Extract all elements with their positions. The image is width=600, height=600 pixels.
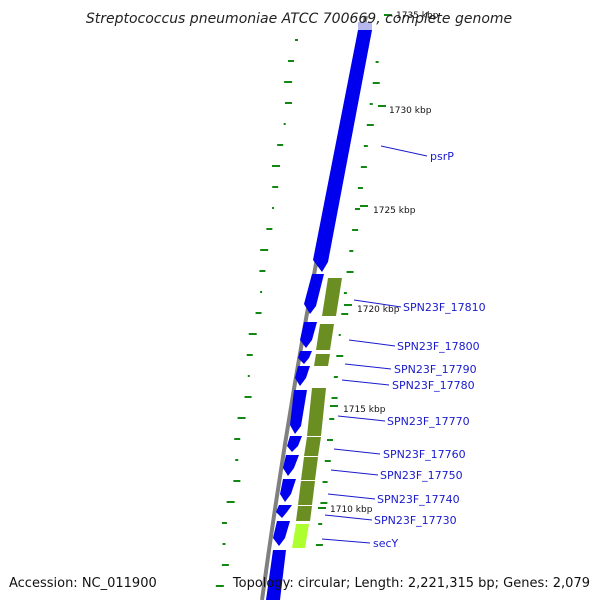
rcds-8[interactable]	[296, 506, 312, 521]
kbp-tick-label: 1735 kbp	[396, 11, 439, 21]
gene-leader-line	[321, 538, 371, 544]
gene-label-psrP[interactable]: psrP	[430, 150, 454, 163]
gene-label-spn23f-17730[interactable]: SPN23F_17730	[374, 514, 457, 527]
rcds-7[interactable]	[298, 481, 315, 505]
cds-psrP[interactable]	[313, 30, 372, 272]
kbp-tick-label: 1730 kbp	[389, 106, 432, 116]
gene-label-spn23f-17780[interactable]: SPN23F_17780	[392, 379, 475, 392]
kbp-scale: 1735 kbp 1730 kbp 1725 kbp 1720 kbp 1715…	[318, 11, 439, 515]
kbp-tick-label: 1720 kbp	[357, 305, 400, 315]
cds-spn23f-17810[interactable]	[304, 274, 324, 314]
gene-leader-line	[330, 469, 379, 476]
gene-leader-line	[344, 363, 392, 370]
forward-cds-track	[266, 22, 372, 600]
gene-leader-line	[348, 339, 396, 347]
cds-spn23f-17750[interactable]	[283, 455, 299, 476]
gene-leader-line	[337, 415, 386, 422]
gene-label-spn23f-17800[interactable]: SPN23F_17800	[397, 340, 480, 353]
gene-label-spn23f-17740[interactable]: SPN23F_17740	[377, 493, 460, 506]
map-title: Streptococcus pneumoniae ATCC 700669, co…	[86, 11, 512, 27]
genome-summary-text: Topology: circular; Length: 2,221,315 bp…	[232, 576, 590, 591]
gene-leader-line	[380, 145, 428, 157]
rcds-3[interactable]	[314, 354, 330, 366]
cds-spn23f-17730[interactable]	[276, 505, 292, 518]
gene-leader-line	[353, 299, 402, 308]
rcds-1[interactable]	[322, 278, 342, 316]
kbp-tick-label: 1715 kbp	[343, 405, 386, 415]
gene-label-spn23f-17790[interactable]: SPN23F_17790	[394, 363, 477, 376]
cds-spn23f-17780[interactable]	[295, 366, 310, 386]
gene-label-spn23f-17770[interactable]: SPN23F_17770	[387, 415, 470, 428]
gene-label-spn23f-17750[interactable]: SPN23F_17750	[380, 469, 463, 482]
cds-next[interactable]	[266, 550, 286, 600]
gene-label-spn23f-17810[interactable]: SPN23F_17810	[403, 301, 486, 314]
kbp-tick-label: 1725 kbp	[373, 206, 416, 216]
cds-spn23f-17770[interactable]	[290, 390, 307, 434]
cds-secY[interactable]	[273, 521, 290, 546]
rcds-2[interactable]	[316, 324, 334, 350]
rcds-6[interactable]	[301, 457, 318, 480]
accession-text: Accession: NC_011900	[9, 576, 157, 591]
gene-label-secY[interactable]: secY	[373, 537, 399, 550]
cds-spn23f-17740[interactable]	[280, 479, 296, 502]
gene-leader-line	[341, 379, 390, 386]
gene-leader-line	[324, 514, 373, 521]
gc-content-track	[215, 39, 380, 587]
rna-1[interactable]	[292, 524, 309, 548]
kbp-tick-label: 1710 kbp	[330, 505, 373, 515]
cds-psrP-cap	[358, 22, 372, 30]
gene-leader-line	[333, 448, 381, 455]
cds-spn23f-17760[interactable]	[287, 436, 302, 452]
rcds-5[interactable]	[304, 437, 321, 456]
gene-label-spn23f-17760[interactable]: SPN23F_17760	[383, 448, 466, 461]
cds-spn23f-17800[interactable]	[300, 322, 317, 348]
gene-leader-line	[327, 493, 376, 500]
gene-labels: psrP SPN23F_17810 SPN23F_17800 SPN23F_17…	[321, 145, 486, 550]
cds-spn23f-17790[interactable]	[298, 351, 312, 364]
reverse-cds-track	[292, 278, 342, 548]
rcds-4[interactable]	[307, 388, 326, 436]
